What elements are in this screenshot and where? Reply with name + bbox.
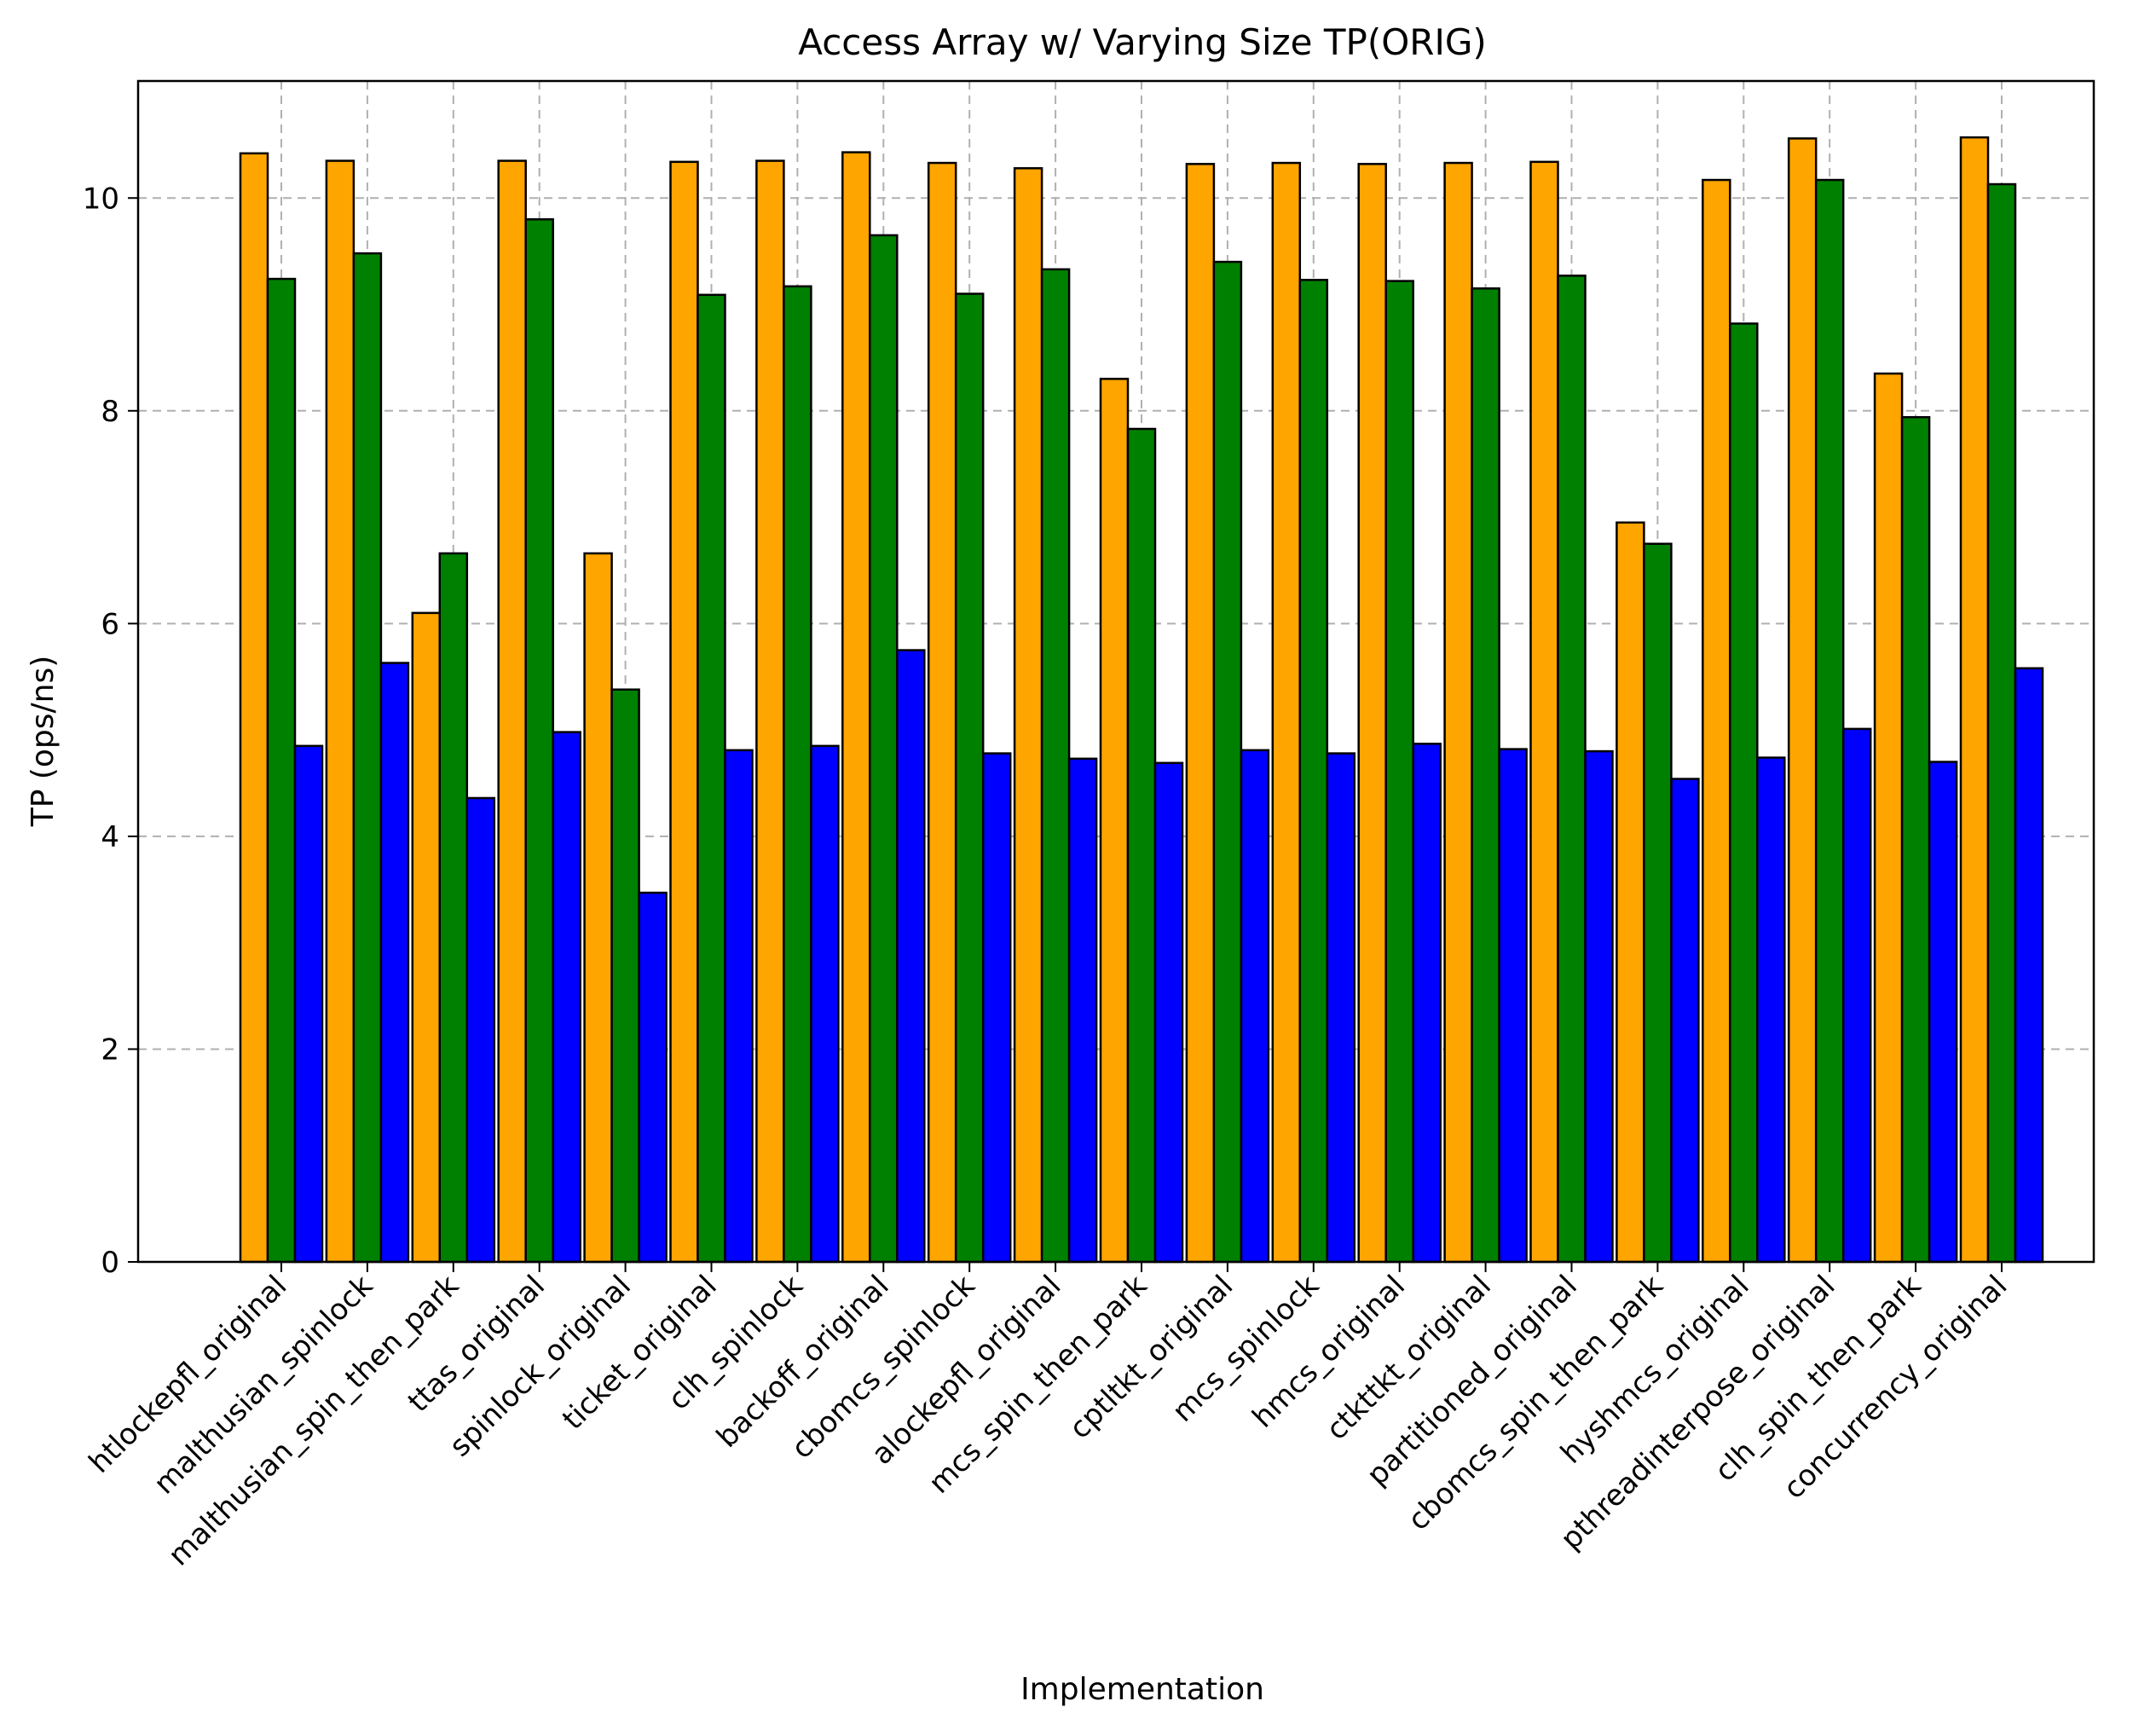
bar-series1-spinlock_original <box>583 552 613 1264</box>
bar-series1-htlockepfl_original <box>239 152 269 1264</box>
bar-series2-clh_spin_then_park <box>1900 416 1931 1264</box>
bar-series3-backoff_original <box>896 649 926 1264</box>
bar-series1-pthreadinterpose_original <box>1787 137 1818 1264</box>
bar-series1-alockepfl_original <box>1013 167 1043 1264</box>
bar-series2-ctkttkt_original <box>1471 287 1500 1264</box>
bar-series3-htlockepfl_original <box>293 744 324 1264</box>
bar-series2-cptltkt_original <box>1212 260 1243 1264</box>
bar-series1-partitioned_original <box>1529 160 1559 1264</box>
bar-series1-hmcs_original <box>1357 163 1387 1264</box>
y-tick-label: 6 <box>101 607 119 641</box>
bar-series2-cbomcs_spinlock <box>954 292 985 1264</box>
bar-series3-hyshmcs_original <box>1756 756 1786 1264</box>
y-tick-label: 8 <box>101 395 119 429</box>
bar-series2-mcs_spinlock <box>1298 279 1329 1264</box>
bar-series3-hmcs_original <box>1412 743 1442 1264</box>
bar-series1-backoff_original <box>841 151 871 1264</box>
bar-series3-ticket_original <box>724 749 754 1264</box>
bar-series3-spinlock_original <box>638 891 668 1264</box>
chart-title: Access Array w/ Varying Size TP(ORIG) <box>798 21 1487 63</box>
x-axis-label: Implementation <box>1020 1672 1264 1707</box>
bars <box>239 136 2044 1264</box>
bar-series1-concurrency_original <box>1959 136 1990 1264</box>
y-axis-label: TP (ops/ns) <box>26 656 61 828</box>
bar-series2-backoff_original <box>869 234 899 1264</box>
bar-series1-cbomcs_spin_then_park <box>1616 521 1645 1264</box>
bar-series2-malthusian_spin_then_park <box>438 552 469 1264</box>
x-axis: htlockepfl_originalmalthusian_spinlockma… <box>83 1262 2014 1573</box>
bar-series2-hyshmcs_original <box>1729 322 1759 1264</box>
bar-series1-malthusian_spinlock <box>325 159 355 1264</box>
bar-series2-concurrency_original <box>1986 182 2017 1264</box>
bar-series3-malthusian_spin_then_park <box>465 796 496 1264</box>
bar-series3-ctkttkt_original <box>1498 748 1528 1264</box>
bar-series2-alockepfl_original <box>1040 268 1071 1264</box>
bar-series1-mcs_spinlock <box>1271 161 1302 1264</box>
bar-series3-alockepfl_original <box>1067 757 1098 1264</box>
bar-series1-mcs_spin_then_park <box>1099 378 1130 1264</box>
bar-series2-spinlock_original <box>610 688 640 1264</box>
y-tick-label: 4 <box>101 820 119 854</box>
x-tick-label: ticket_original <box>556 1269 724 1437</box>
bar-series3-partitioned_original <box>1584 749 1614 1264</box>
bar-series3-ttas_original <box>552 731 581 1264</box>
bar-series3-cbomcs_spinlock <box>981 752 1012 1264</box>
bar-series2-htlockepfl_original <box>266 277 297 1264</box>
bar-series2-mcs_spin_then_park <box>1126 427 1157 1264</box>
bar-series3-clh_spin_then_park <box>1928 761 1958 1264</box>
bar-series1-cbomcs_spinlock <box>927 161 957 1264</box>
bar-series2-partitioned_original <box>1557 275 1587 1264</box>
bar-series1-ticket_original <box>669 160 699 1264</box>
bar-series1-clh_spin_then_park <box>1873 372 1904 1264</box>
bar-series3-cptltkt_original <box>1240 749 1270 1264</box>
bar-series2-ticket_original <box>697 293 726 1264</box>
bar-series1-hyshmcs_original <box>1702 178 1731 1264</box>
bar-series1-clh_spinlock <box>755 159 785 1264</box>
x-tick-label: hmcs_original <box>1246 1269 1412 1435</box>
bar-series3-malthusian_spinlock <box>379 662 410 1264</box>
bar-series2-pthreadinterpose_original <box>1814 178 1845 1264</box>
bar-series1-ctkttkt_original <box>1443 161 1473 1264</box>
plot-frame <box>136 79 2095 1264</box>
bar-series2-ttas_original <box>524 217 554 1264</box>
x-tick-label: mcs_spinlock <box>1165 1269 1326 1429</box>
bar-series3-concurrency_original <box>2014 667 2044 1264</box>
bar-series3-cbomcs_spin_then_park <box>1670 778 1700 1264</box>
bar-series2-malthusian_spinlock <box>352 252 383 1264</box>
bar-series1-malthusian_spin_then_park <box>411 611 442 1264</box>
y-tick-label: 10 <box>83 182 119 216</box>
bar-series3-mcs_spin_then_park <box>1153 761 1184 1264</box>
bar-series3-mcs_spinlock <box>1326 752 1356 1264</box>
bar-series1-ttas_original <box>497 159 527 1264</box>
y-tick-label: 0 <box>101 1246 119 1280</box>
bar-series3-clh_spinlock <box>810 744 840 1264</box>
bar-series2-hmcs_original <box>1384 280 1414 1264</box>
bar-series2-clh_spinlock <box>783 285 812 1264</box>
bar-series2-cbomcs_spin_then_park <box>1643 542 1673 1264</box>
y-tick-label: 2 <box>101 1033 119 1067</box>
bar-series1-cptltkt_original <box>1185 163 1216 1264</box>
bar-series3-pthreadinterpose_original <box>1841 727 1872 1264</box>
y-axis: 0 2 4 6 8 10 <box>83 182 138 1280</box>
